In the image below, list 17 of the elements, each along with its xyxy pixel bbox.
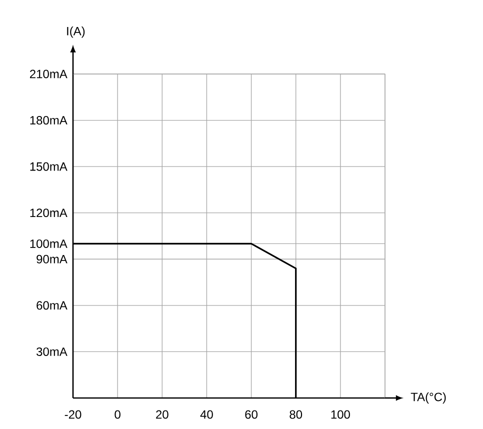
y-axis-title: I(A): [67, 26, 85, 38]
x-tick-label: 0: [114, 410, 120, 419]
y-tick-label: 60mA: [36, 301, 68, 310]
x-tick-label: 20: [156, 410, 168, 419]
y-tick-label: 100mA: [30, 239, 68, 248]
y-tick-label: 120mA: [30, 208, 68, 218]
x-tick-label: -20: [64, 410, 82, 419]
y-tick-label: 150mA: [30, 162, 68, 171]
x-tick-label: 100: [331, 410, 350, 419]
x-tick-label: 40: [200, 410, 213, 419]
x-axis-title: TA(°C): [410, 392, 446, 404]
y-tick-label: 30mA: [36, 347, 68, 356]
x-tick-label: 60: [245, 410, 258, 419]
y-tick-label: 210mA: [30, 70, 68, 78]
y-tick-label: 90mA: [36, 254, 68, 264]
y-tick-label: 180mA: [30, 116, 68, 125]
x-tick-label: 80: [290, 410, 302, 419]
